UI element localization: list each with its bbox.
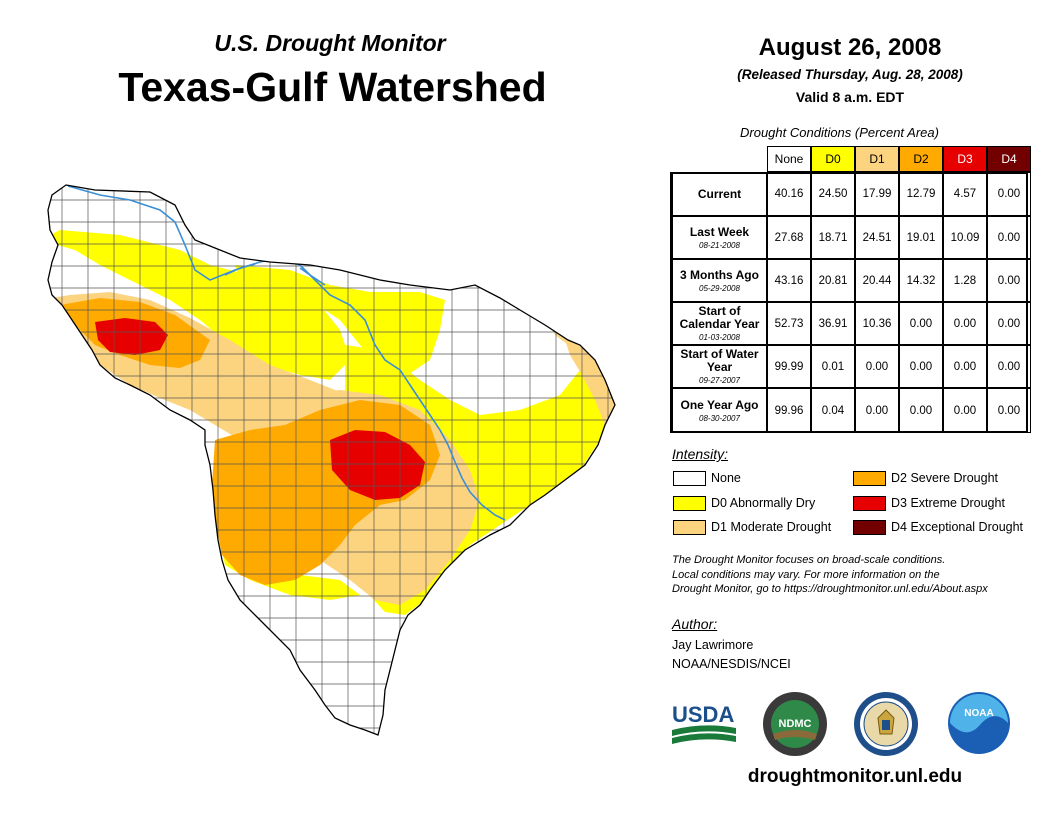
legend-swatch-d3 [853, 496, 886, 511]
map-date: August 26, 2008 [758, 34, 942, 61]
table-cell: 20.81 [811, 259, 855, 302]
note-line-2: Local conditions may vary. For more info… [672, 568, 940, 581]
row-label-date: 08-21-2008 [699, 240, 740, 250]
row-label-main: Current [697, 186, 742, 201]
website-url: droughtmonitor.unl.edu [747, 766, 963, 787]
noaa-logo-text: NOAA [964, 708, 993, 719]
row-label-main: Start of Water Year [680, 347, 759, 374]
legend-swatch-d2 [853, 471, 886, 486]
commerce-seal [854, 692, 918, 756]
legend-swatch-none [673, 471, 706, 486]
row-label-main: One Year Ago [680, 397, 759, 412]
table-cell: 19.01 [899, 216, 943, 259]
table-cell: 36.91 [811, 302, 855, 345]
table-cell: 14.32 [899, 259, 943, 302]
table-cell: 52.73 [767, 302, 811, 345]
row-label: Start of Calendar Year 01-03-2008 [672, 302, 767, 345]
legend-label-none: None [711, 471, 741, 485]
release-date: (Released Thursday, Aug. 28, 2008) [737, 67, 963, 82]
row-label: Last Week 08-21-2008 [672, 216, 767, 259]
col-header-none: None [767, 146, 811, 172]
col-header-d4: D4 [987, 146, 1031, 172]
table-frame [670, 172, 1028, 433]
d1-region-coast [565, 340, 615, 425]
legend-swatch-d4 [853, 520, 886, 535]
author-name: Jay Lawrimore [672, 638, 754, 652]
d0-region-south [220, 540, 360, 600]
row-label-date: 08-30-2007 [699, 413, 740, 423]
d0-region-north [48, 230, 350, 380]
table-cell: 0.00 [943, 345, 987, 388]
table-cell: 0.01 [811, 345, 855, 388]
table-cell: 27.68 [767, 216, 811, 259]
legend-title: Intensity: [672, 446, 729, 462]
d3-region-central [330, 430, 425, 500]
usda-logo-text: USDA [672, 702, 734, 727]
table-cell: 0.00 [987, 216, 1031, 259]
table-cell: 99.99 [767, 345, 811, 388]
table-cell: 0.00 [899, 302, 943, 345]
legend-swatch-d0 [673, 496, 706, 511]
col-header-d1: D1 [855, 146, 899, 172]
author-org: NOAA/NESDIS/NCEI [672, 657, 791, 671]
table-cell: 1.28 [943, 259, 987, 302]
row-label-main: Start of Calendar Year [679, 304, 760, 331]
ndmc-logo-text: NDMC [779, 718, 812, 730]
table-cell: 43.16 [767, 259, 811, 302]
legend-label-d2: D2 Severe Drought [891, 471, 999, 485]
table-cell: 0.00 [855, 345, 899, 388]
valid-time: Valid 8 a.m. EDT [795, 89, 905, 105]
d3-region-west [95, 318, 168, 355]
table-caption: Drought Conditions (Percent Area) [740, 125, 939, 140]
author-label: Author: [672, 616, 718, 632]
table-cell: 10.36 [855, 302, 899, 345]
col-header-d3: D3 [943, 146, 987, 172]
row-label-main: Last Week [689, 224, 750, 239]
map-subtitle: U.S. Drought Monitor [214, 30, 446, 56]
row-label: 3 Months Ago 05-29-2008 [672, 259, 767, 302]
table-cell: 18.71 [811, 216, 855, 259]
noaa-logo: NOAA [948, 692, 1010, 754]
table-cell: 20.44 [855, 259, 899, 302]
note-text: The Drought Monitor focuses on broad-sca… [672, 553, 1042, 597]
col-header-d0: D0 [811, 146, 855, 172]
ndmc-logo: NDMC [763, 692, 827, 756]
legend-label-d3: D3 Extreme Drought [891, 496, 1005, 510]
note-line-1: The Drought Monitor focuses on broad-sca… [672, 554, 946, 566]
table-cell: 10.09 [943, 216, 987, 259]
note-line-3: Drought Monitor, go to https://droughtmo… [672, 583, 988, 595]
row-label: Start of Water Year 09-27-2007 [672, 345, 767, 388]
table-cell: 24.51 [855, 216, 899, 259]
row-label-date: 01-03-2008 [699, 333, 740, 342]
usda-logo: USDA [672, 702, 736, 744]
table-cell: 0.00 [943, 302, 987, 345]
map-title: Texas-Gulf Watershed [118, 64, 547, 110]
d0-region-trinity [235, 265, 445, 380]
table-cell: 0.00 [987, 259, 1031, 302]
legend-label-d1: D1 Moderate Drought [711, 520, 832, 534]
table-cell: 0.00 [987, 302, 1031, 345]
watershed-map [47, 184, 616, 736]
rivers [67, 185, 506, 521]
table-cell: 0.00 [899, 345, 943, 388]
row-label-main: 3 Months Ago [680, 267, 759, 282]
table-cell: 0.00 [987, 345, 1031, 388]
legend-label-d4: D4 Exceptional Drought [891, 520, 1024, 534]
row-label-date: 09-27-2007 [699, 376, 740, 385]
legend-label-d0: D0 Abnormally Dry [711, 496, 816, 510]
row-label-date: 05-29-2008 [699, 283, 740, 293]
col-header-d2: D2 [899, 146, 943, 172]
legend-swatch-d1 [673, 520, 706, 535]
